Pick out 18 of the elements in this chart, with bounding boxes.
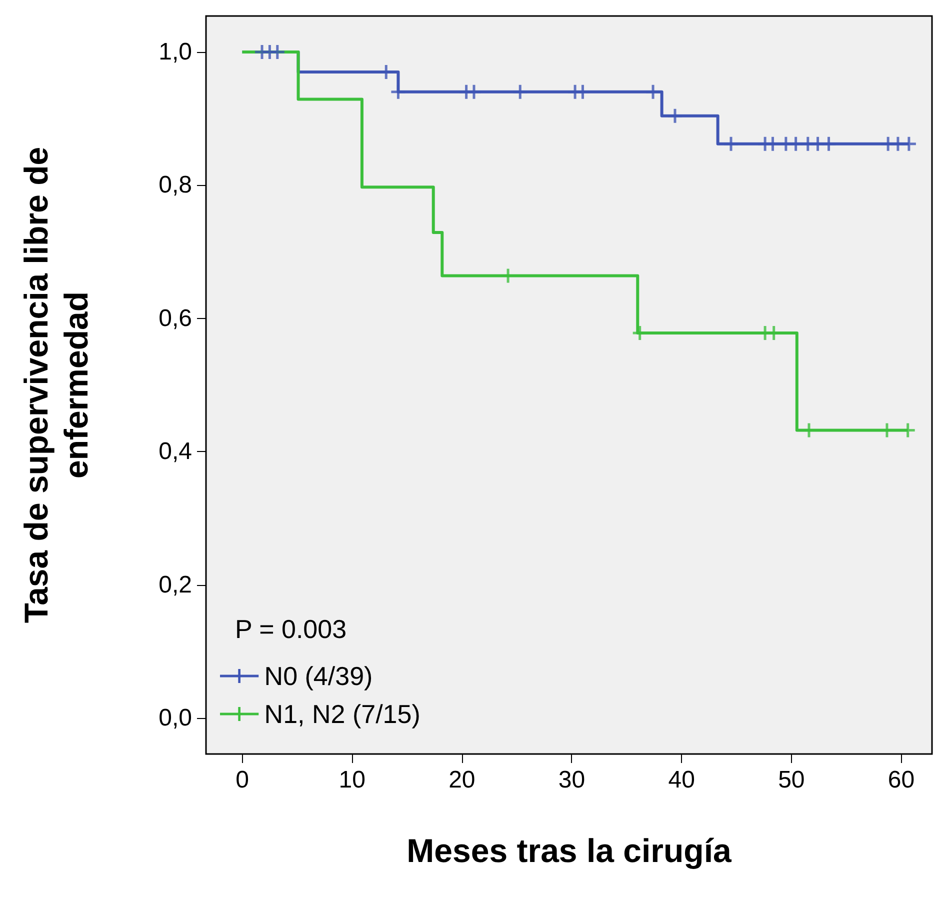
- x-tick-label: 40: [668, 766, 695, 794]
- x-tick-label: 30: [558, 766, 586, 794]
- x-tick-label: 60: [888, 766, 915, 794]
- legend-label: N0 (4/39): [264, 661, 373, 691]
- x-tick-label: 10: [338, 766, 366, 794]
- x-tick-label: 0: [236, 766, 249, 794]
- y-tick-label: 0,0: [158, 704, 192, 732]
- y-tick-label: 0,2: [158, 571, 192, 598]
- y-axis-title: Tasa de supervivencia libre de enfermedad: [18, 146, 94, 624]
- x-axis-title: Meses tras la cirugía: [406, 832, 732, 869]
- x-tick-label: 20: [448, 766, 476, 794]
- legend-label: N1, N2 (7/15): [264, 699, 420, 729]
- annotation: P = 0.003: [235, 614, 347, 644]
- y-tick-label: 1,0: [158, 38, 192, 66]
- x-tick-label: 50: [778, 766, 805, 794]
- y-tick-label: 0,6: [158, 304, 192, 332]
- y-tick-label: 0,4: [158, 438, 192, 466]
- y-tick-label: 0,8: [158, 172, 192, 199]
